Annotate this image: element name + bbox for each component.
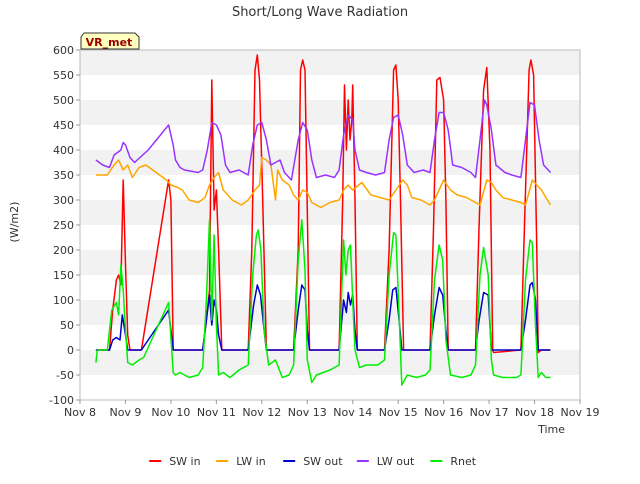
y-tick-label: 450	[53, 119, 74, 132]
x-tick-label: Nov 18	[515, 406, 554, 419]
legend: SW in LW in SW out LW out Rnet	[149, 455, 477, 468]
series-layer	[95, 54, 552, 386]
y-tick-label: 0	[67, 344, 74, 357]
x-tick-label: Nov 13	[288, 406, 327, 419]
grid-band	[80, 150, 580, 175]
series-line-lw-in	[95, 156, 552, 209]
y-axis-ticks: -100 -50 0 50 100 150 200 250 300 350 400 450 500 550…	[49, 44, 80, 407]
grid-band	[80, 175, 580, 200]
grid-band	[80, 50, 580, 75]
y-tick-label: 500	[53, 94, 74, 107]
site-badge-label: VR_met	[86, 36, 133, 49]
series-line-sw-in	[95, 54, 551, 354]
grid-band	[80, 250, 580, 275]
grid-band	[80, 350, 580, 375]
x-tick-label: Nov 10	[151, 406, 190, 419]
y-tick-label: 400	[53, 144, 74, 157]
grid-band	[80, 275, 580, 300]
x-tick-label: Nov 11	[197, 406, 236, 419]
y-tick-label: 550	[53, 69, 74, 82]
grid-band	[80, 225, 580, 250]
y-tick-label: 100	[53, 294, 74, 307]
legend-item: LW in	[216, 455, 266, 468]
x-tick-label: Nov 17	[470, 406, 509, 419]
x-tick-label: Nov 16	[424, 406, 463, 419]
grid-band	[80, 300, 580, 325]
x-tick-label: Nov 8	[64, 406, 96, 419]
y-tick-label: 600	[53, 44, 74, 57]
legend-item: SW in	[149, 455, 201, 468]
grid-bands	[80, 50, 580, 400]
y-tick-label: -50	[56, 369, 74, 382]
legend-item: LW out	[356, 455, 415, 468]
x-tick-label: Nov 12	[242, 406, 281, 419]
legend-label: LW out	[377, 455, 415, 468]
legend-label: SW in	[169, 455, 200, 468]
legend-label: LW in	[236, 455, 266, 468]
legend-item: SW out	[283, 455, 343, 468]
grid-band	[80, 200, 580, 225]
y-tick-label: 50	[60, 319, 74, 332]
y-tick-label: 300	[53, 194, 74, 207]
x-axis-label: Time	[537, 423, 565, 436]
legend-label: Rnet	[450, 455, 476, 468]
x-tick-label: Nov 14	[333, 406, 372, 419]
grid-band	[80, 100, 580, 125]
x-axis-ticks: Nov 8 Nov 9 Nov 10 Nov 11 Nov 12 Nov 13 Nov 14…	[64, 400, 599, 419]
series-line-rnet	[95, 219, 551, 386]
grid-band	[80, 75, 580, 100]
x-tick-label: Nov 9	[109, 406, 141, 419]
grid-band	[80, 325, 580, 350]
x-tick-label: Nov 15	[379, 406, 418, 419]
y-tick-label: 350	[53, 169, 74, 182]
site-badge: VR_met	[80, 32, 140, 50]
x-tick-label: Nov 19	[561, 406, 600, 419]
y-tick-label: 150	[53, 269, 74, 282]
grid-band	[80, 375, 580, 400]
legend-label: SW out	[303, 455, 343, 468]
chart-title: Short/Long Wave Radiation	[232, 5, 408, 20]
y-tick-label: 250	[53, 219, 74, 232]
y-tick-label: 200	[53, 244, 74, 257]
y-axis-label: (W/m2)	[8, 202, 21, 243]
legend-item: Rnet	[430, 455, 477, 468]
series-line-lw-out	[95, 99, 552, 181]
y-tick-label: -100	[49, 394, 74, 407]
grid-band	[80, 125, 580, 150]
